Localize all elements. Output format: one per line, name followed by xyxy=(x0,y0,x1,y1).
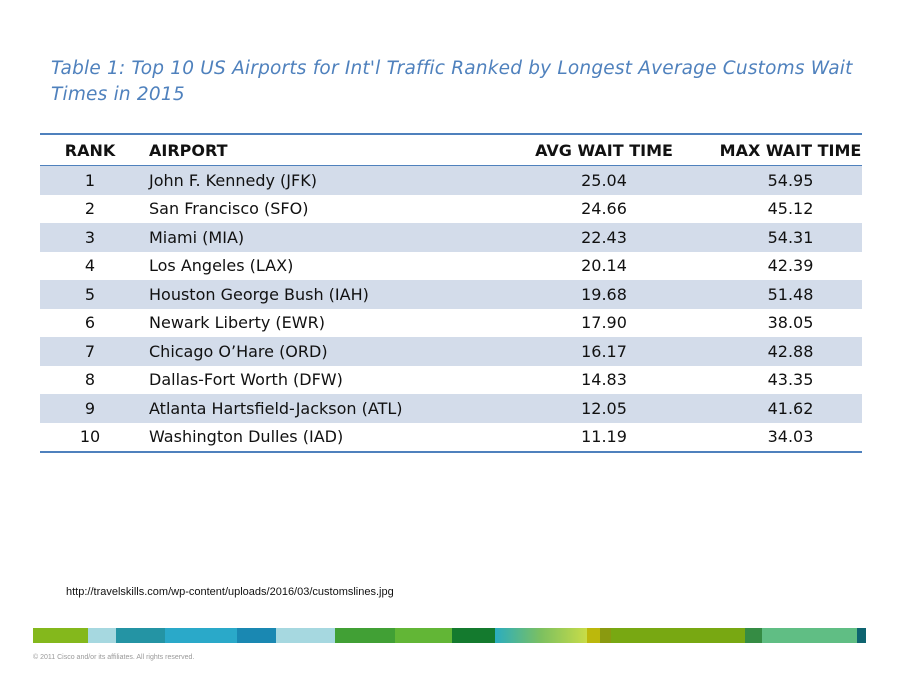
max-wait-cell: 42.88 xyxy=(767,341,814,361)
avg-wait-cell: 16.17 xyxy=(581,341,627,361)
bar-segment xyxy=(600,628,611,643)
bar-segment xyxy=(33,628,88,643)
bar-segment xyxy=(762,628,857,643)
max-wait-cell: 54.95 xyxy=(767,170,814,190)
rank-cell: 2 xyxy=(84,199,96,219)
max-wait-cell: 45.12 xyxy=(767,199,814,219)
bar-segment xyxy=(165,628,237,643)
bar-segment xyxy=(745,628,762,643)
bar-segment xyxy=(587,628,600,643)
airport-cell: Miami (MIA) xyxy=(149,227,245,247)
header-rank: RANK xyxy=(64,140,116,160)
bar-segment xyxy=(116,628,165,643)
bar-segment xyxy=(495,628,587,643)
airport-cell: Dallas-Fort Worth (DFW) xyxy=(149,370,343,390)
max-wait-cell: 38.05 xyxy=(767,313,814,333)
max-wait-cell: 41.62 xyxy=(767,398,814,418)
copyright: © 2011 Cisco and/or its affiliates. All … xyxy=(33,654,195,661)
rank-cell: 5 xyxy=(84,284,96,304)
airport-cell: Chicago O’Hare (ORD) xyxy=(149,341,328,361)
bar-segment xyxy=(611,628,745,643)
max-wait-cell: 34.03 xyxy=(767,427,814,447)
table-row: 1 John F. Kennedy (JFK) 25.04 54.95 xyxy=(40,166,862,195)
table-header-row: RANK AIRPORT AVG WAIT TIME MAX WAIT TIME xyxy=(40,135,862,166)
table-row: 8 Dallas-Fort Worth (DFW) 14.83 43.35 xyxy=(40,366,862,395)
table-row: 10 Washington Dulles (IAD) 11.19 34.03 xyxy=(40,423,862,452)
bar-segment xyxy=(395,628,452,643)
rank-cell: 3 xyxy=(84,227,96,247)
airport-cell: San Francisco (SFO) xyxy=(149,199,309,219)
table-row: 4 Los Angeles (LAX) 20.14 42.39 xyxy=(40,252,862,281)
bar-segment xyxy=(335,628,395,643)
max-wait-cell: 42.39 xyxy=(767,256,814,276)
airport-cell: John F. Kennedy (JFK) xyxy=(149,170,317,190)
airport-cell: Newark Liberty (EWR) xyxy=(149,313,325,333)
rank-cell: 8 xyxy=(84,370,96,390)
bar-segment xyxy=(452,628,495,643)
avg-wait-cell: 24.66 xyxy=(581,199,627,219)
airport-cell: Houston George Bush (IAH) xyxy=(149,284,369,304)
table-row: 7 Chicago O’Hare (ORD) 16.17 42.88 xyxy=(40,337,862,366)
max-wait-cell: 54.31 xyxy=(767,227,814,247)
header-max-wait: MAX WAIT TIME xyxy=(719,140,862,160)
rank-cell: 4 xyxy=(84,256,96,276)
max-wait-cell: 43.35 xyxy=(767,370,814,390)
header-avg-wait: AVG WAIT TIME xyxy=(535,140,673,160)
bar-segment xyxy=(857,628,866,643)
table-row: 2 San Francisco (SFO) 24.66 45.12 xyxy=(40,195,862,224)
rank-cell: 6 xyxy=(84,313,96,333)
bar-segment xyxy=(237,628,276,643)
airport-cell: Washington Dulles (IAD) xyxy=(149,427,344,447)
avg-wait-cell: 14.83 xyxy=(581,370,627,390)
avg-wait-cell: 22.43 xyxy=(581,227,627,247)
max-wait-cell: 51.48 xyxy=(767,284,814,304)
table-row: 9 Atlanta Hartsfield-Jackson (ATL) 12.05 41… xyxy=(40,394,862,423)
table-row: 5 Houston George Bush (IAH) 19.68 51.48 xyxy=(40,280,862,309)
avg-wait-cell: 20.14 xyxy=(581,256,627,276)
avg-wait-cell: 11.19 xyxy=(581,427,627,447)
airport-wait-table: RANK AIRPORT AVG WAIT TIME MAX WAIT TIME… xyxy=(40,133,862,453)
table-row: 6 Newark Liberty (EWR) 17.90 38.05 xyxy=(40,309,862,338)
header-airport: AIRPORT xyxy=(149,140,228,160)
rank-cell: 9 xyxy=(84,398,96,418)
avg-wait-cell: 25.04 xyxy=(581,170,627,190)
avg-wait-cell: 17.90 xyxy=(581,313,627,333)
bar-segment xyxy=(88,628,116,643)
table-title: Table 1: Top 10 US Airports for Int'l Tr… xyxy=(51,58,853,105)
avg-wait-cell: 12.05 xyxy=(581,398,627,418)
avg-wait-cell: 19.68 xyxy=(581,284,627,304)
rank-cell: 7 xyxy=(84,341,96,361)
airport-cell: Atlanta Hartsfield-Jackson (ATL) xyxy=(149,398,403,418)
rank-cell: 10 xyxy=(79,427,101,447)
source-url: http://travelskills.com/wp-content/uploa… xyxy=(66,586,394,598)
footer-color-bar xyxy=(33,628,866,643)
table-row: 3 Miami (MIA) 22.43 54.31 xyxy=(40,223,862,252)
bar-segment xyxy=(276,628,335,643)
airport-cell: Los Angeles (LAX) xyxy=(149,256,294,276)
rank-cell: 1 xyxy=(84,170,96,190)
